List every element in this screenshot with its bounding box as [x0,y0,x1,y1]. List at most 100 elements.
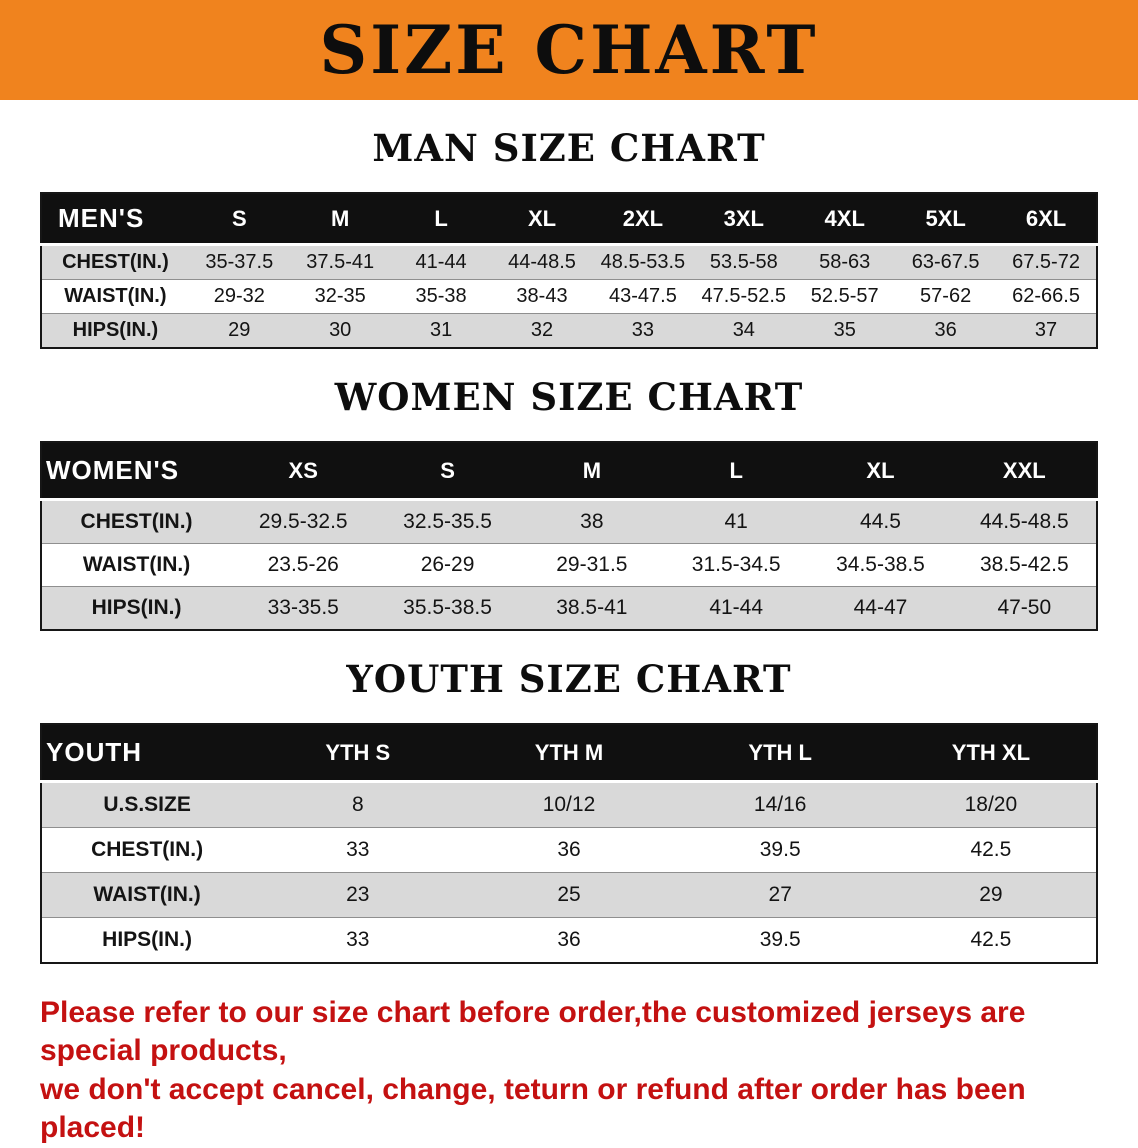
column-header: XS [231,442,376,501]
column-header: 2XL [592,193,694,246]
column-header: YTH XL [885,724,1097,783]
table-title: MEN'S [41,193,189,246]
row-label: CHEST(IN.) [41,827,253,873]
table-title: YOUTH [41,724,253,783]
size-value: 18/20 [964,793,1018,816]
size-value: 39.5 [674,917,886,963]
size-value: 36 [463,827,675,873]
column-header: M [289,193,391,246]
size-value: 44-48.5 [508,251,576,273]
table-row: WAIST(IN.) 23 25 27 29 [41,872,1097,918]
youth-size-table: YOUTH YTH S YTH M YTH L YTH XL U.S.SIZE … [40,723,1098,964]
size-value: 34.5-38.5 [808,543,953,587]
row-label: WAIST(IN.) [41,279,189,314]
size-value: 53.5-58 [709,251,778,273]
column-header: YTH S [252,724,464,783]
size-value: 14/16 [753,793,807,816]
column-header: S [188,193,290,246]
size-value: 31.5-34.5 [664,543,809,587]
size-value: 35-37.5 [205,251,274,273]
size-value: 44.5-48.5 [979,510,1069,533]
men-header-row: MEN'S S M L XL 2XL 3XL 4XL 5XL 6XL [41,193,1097,246]
page-title: SIZE CHART [319,11,819,89]
size-value: 36 [463,917,675,963]
table-title: WOMEN'S [41,442,232,501]
size-value: 32-35 [289,279,391,314]
size-value: 33-35.5 [231,586,376,630]
women-header-row: WOMEN'S XS S M L XL XXL [41,442,1097,501]
size-value: 8 [351,793,364,816]
size-value: 29 [885,872,1097,918]
column-header: XL [491,193,593,246]
table-row: WAIST(IN.) 29-32 32-35 35-38 38-43 43-47… [41,279,1097,314]
size-value: 48.5-53.5 [600,251,686,273]
row-label: HIPS(IN.) [41,917,253,963]
row-label: U.S.SIZE [103,793,191,816]
size-value: 44-47 [808,586,953,630]
women-section-heading: WOMEN SIZE CHART [334,375,804,419]
table-row: WAIST(IN.) 23.5-26 26-29 29-31.5 31.5-34… [41,543,1097,587]
table-row: HIPS(IN.) 29 30 31 32 33 34 35 36 37 [41,313,1097,348]
size-value: 35 [794,313,896,348]
size-value: 32.5-35.5 [403,510,492,533]
size-value: 29.5-32.5 [258,510,348,533]
size-value: 44.5 [860,510,901,533]
size-value: 47-50 [952,586,1097,630]
youth-section-heading: YOUTH SIZE CHART [346,657,792,701]
size-value: 33 [252,917,464,963]
size-value: 42.5 [885,917,1097,963]
size-value: 25 [463,872,675,918]
size-value: 10/12 [542,793,596,816]
column-header: 5XL [895,193,997,246]
size-value: 29 [188,313,290,348]
disclaimer-line-2: we don't accept cancel, change, teturn o… [40,1072,1026,1145]
size-value: 41-44 [664,586,809,630]
size-value: 23 [252,872,464,918]
size-value: 29-32 [188,279,290,314]
table-row: CHEST(IN.) 35-37.5 37.5-41 41-44 44-48.5… [41,244,1097,280]
men-size-table: MEN'S S M L XL 2XL 3XL 4XL 5XL 6XL CHEST… [40,192,1098,349]
table-row: U.S.SIZE 8 10/12 14/16 18/20 [41,781,1097,828]
size-value: 43-47.5 [592,279,694,314]
table-row: HIPS(IN.) 33 36 39.5 42.5 [41,917,1097,963]
column-header: XXL [952,442,1097,501]
column-header: M [519,442,665,501]
size-value: 63-67.5 [911,251,980,273]
size-value: 27 [674,872,886,918]
column-header: 3XL [693,193,795,246]
size-value: 30 [289,313,391,348]
size-value: 38.5-41 [519,586,665,630]
column-header: S [375,442,520,501]
size-value: 47.5-52.5 [693,279,795,314]
size-value: 33 [252,827,464,873]
size-value: 38-43 [491,279,593,314]
row-label: CHEST(IN.) [80,510,193,533]
size-value: 37 [996,313,1097,348]
size-value: 33 [592,313,694,348]
youth-header-row: YOUTH YTH S YTH M YTH L YTH XL [41,724,1097,783]
table-row: CHEST(IN.) 33 36 39.5 42.5 [41,827,1097,873]
disclaimer-text: Please refer to our size chart before or… [40,994,1098,1148]
column-header: YTH L [674,724,886,783]
size-value: 29-31.5 [519,543,665,587]
row-label: CHEST(IN.) [62,251,169,273]
size-value: 38 [580,510,604,533]
size-value: 37.5-41 [306,251,375,273]
row-label: HIPS(IN.) [41,586,232,630]
size-value: 38.5-42.5 [952,543,1097,587]
disclaimer-line-1: Please refer to our size chart before or… [40,996,1026,1068]
size-value: 26-29 [375,543,520,587]
size-value: 52.5-57 [794,279,896,314]
size-value: 35.5-38.5 [375,586,520,630]
size-value: 62-66.5 [996,279,1097,314]
size-value: 67.5-72 [1012,251,1080,273]
size-chart-banner: SIZE CHART [0,0,1138,100]
size-value: 35-38 [390,279,492,314]
size-value: 39.5 [674,827,886,873]
size-value: 36 [895,313,997,348]
column-header: L [664,442,809,501]
column-header: YTH M [463,724,675,783]
size-value: 23.5-26 [231,543,376,587]
row-label: WAIST(IN.) [41,872,253,918]
size-value: 41-44 [415,251,467,273]
